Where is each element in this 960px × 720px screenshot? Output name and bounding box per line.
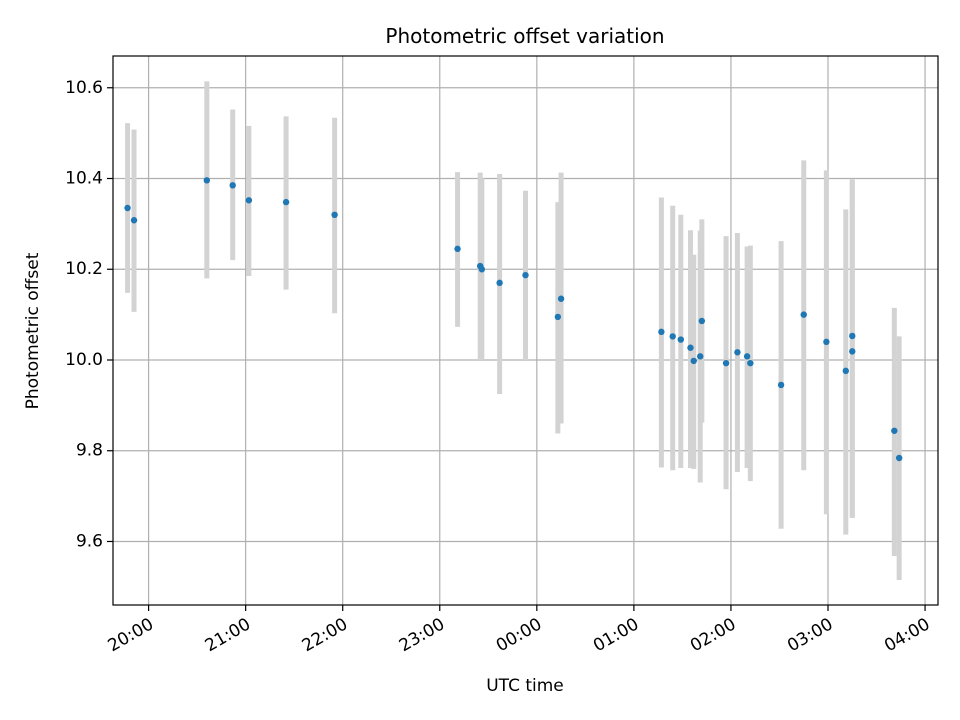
data-point (557, 295, 565, 302)
y-axis-label: Photometric offset (23, 252, 43, 409)
y-tick-label: 10.0 (65, 350, 103, 370)
data-point (130, 217, 138, 224)
data-point (687, 344, 694, 351)
data-point (697, 353, 704, 360)
data-point (849, 348, 856, 355)
data-point (842, 367, 849, 375)
data-point (282, 198, 290, 206)
plot-frame (112, 55, 939, 606)
data-point (800, 311, 807, 318)
data-point (203, 177, 211, 184)
grid (113, 56, 938, 605)
data-point (891, 427, 898, 434)
chart-title: Photometric offset variation (385, 24, 664, 48)
y-tick-label: 9.8 (76, 441, 103, 461)
y-tick-label: 9.6 (76, 531, 103, 551)
data-point (777, 381, 785, 389)
data-point (722, 359, 730, 367)
data-point (698, 317, 706, 325)
data-point (823, 338, 830, 346)
data-point (669, 333, 676, 340)
data-point (245, 197, 253, 204)
y-tick-label: 10.6 (65, 78, 103, 98)
data-points (124, 177, 903, 462)
data-point (554, 313, 562, 321)
data-point (478, 266, 486, 273)
data-point (895, 454, 903, 462)
data-point (849, 332, 856, 340)
data-point (496, 279, 503, 287)
data-point (734, 349, 741, 356)
data-point (747, 359, 754, 367)
data-point (522, 271, 529, 279)
data-point (658, 328, 665, 336)
data-point (454, 245, 461, 253)
y-axis-ticks: 9.6 9.8 10.0 10.2 10.4 10.6 (65, 78, 113, 551)
y-tick-label: 10.4 (65, 169, 103, 189)
data-point (690, 357, 697, 365)
data-point (331, 211, 338, 219)
y-tick-label: 10.2 (65, 259, 103, 279)
data-point (743, 353, 751, 360)
x-axis-label: UTC time (486, 676, 564, 696)
data-point (124, 204, 131, 212)
data-point (229, 182, 236, 189)
data-point (677, 336, 684, 343)
